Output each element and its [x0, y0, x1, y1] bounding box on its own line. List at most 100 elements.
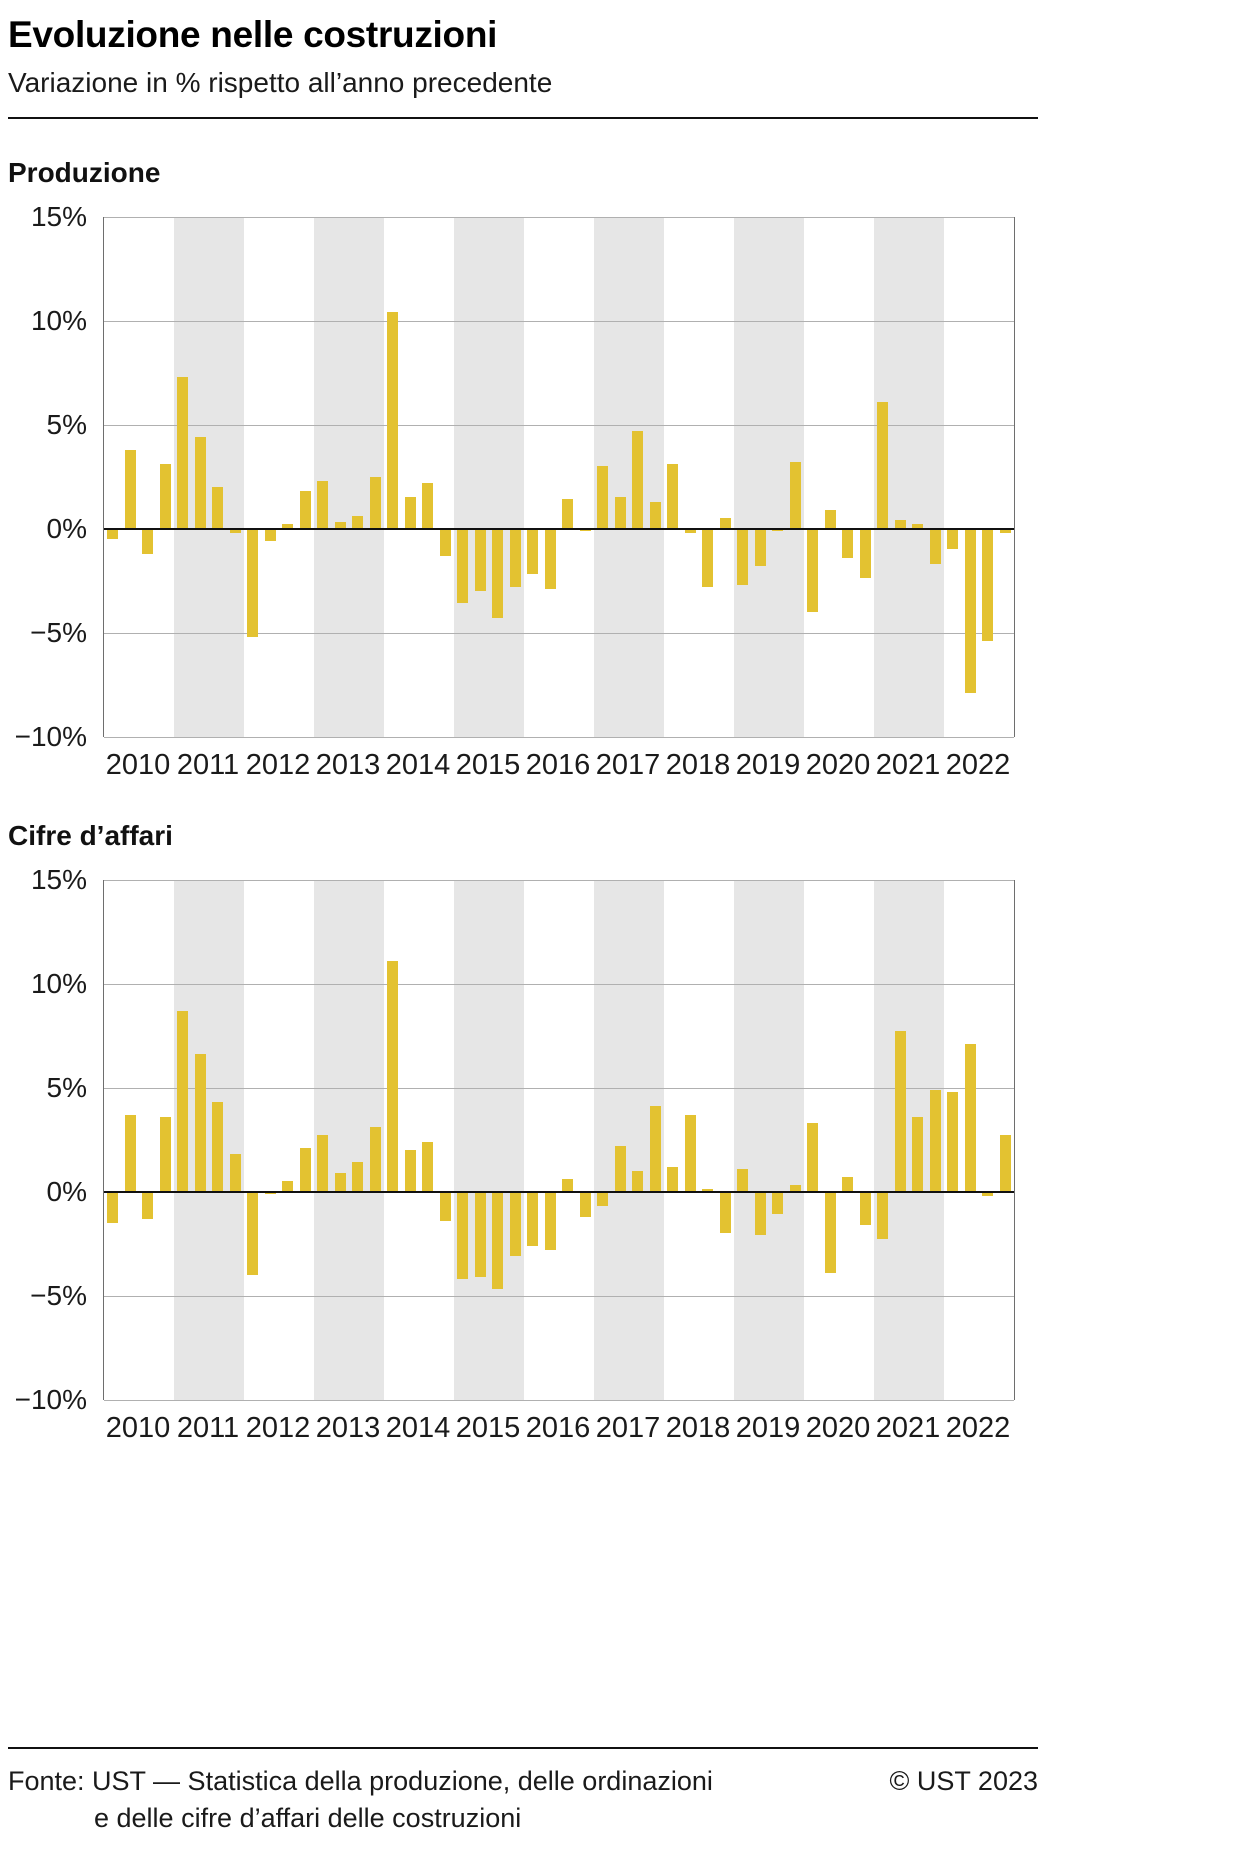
bar	[212, 486, 224, 529]
footer: Fonte: UST — Statistica della produzione…	[8, 1747, 1038, 1836]
bar	[842, 528, 854, 558]
bar	[457, 1191, 469, 1279]
bar	[352, 1162, 364, 1192]
plot-area: 15% 10% 5% 0% −5% −10%	[15, 201, 1015, 752]
bar	[404, 1149, 416, 1192]
bar	[597, 1191, 609, 1207]
source-text: Fonte: UST — Statistica della produzione…	[8, 1763, 713, 1836]
x-axis-label: 2021	[875, 748, 941, 781]
bar	[107, 528, 119, 539]
bar	[719, 1191, 731, 1234]
bar	[929, 528, 941, 564]
bar	[334, 522, 346, 529]
bar	[247, 528, 259, 637]
bar	[947, 528, 959, 550]
grid-line	[104, 736, 1014, 738]
zero-line	[104, 1190, 1014, 1193]
bar	[754, 528, 766, 566]
bar	[789, 461, 801, 529]
bar	[579, 1191, 591, 1217]
header-divider	[8, 116, 1038, 119]
y-axis-label: −10%	[14, 720, 87, 752]
bar	[737, 1168, 749, 1192]
x-axis-label: 2011	[176, 1411, 240, 1444]
chart-title-cifre-daffari: Cifre d’affari	[8, 819, 173, 851]
bar	[649, 501, 661, 529]
grid-line	[104, 632, 1014, 634]
year-band	[454, 879, 524, 1400]
bar	[754, 1191, 766, 1236]
bar	[772, 1191, 784, 1215]
bar	[194, 437, 206, 529]
y-axis-label: 0%	[46, 1175, 87, 1207]
grid-line	[104, 320, 1014, 322]
y-axis-label: −10%	[14, 1383, 87, 1415]
x-axis-label: 2020	[805, 748, 871, 781]
bar	[317, 480, 329, 529]
year-band	[734, 879, 804, 1400]
bar	[299, 1147, 311, 1192]
bar	[982, 1191, 994, 1196]
x-axis-label: 2016	[525, 748, 591, 781]
x-axis-label: 2015	[455, 748, 521, 781]
bar	[649, 1106, 661, 1192]
bar	[229, 528, 241, 533]
plot-wrap: 15% 10% 5% 0% −5% −10%	[15, 864, 1038, 1415]
bar	[387, 960, 399, 1192]
bar	[282, 1181, 294, 1192]
source-line-2: e delle cifre d’affari delle costruzioni	[94, 1802, 522, 1833]
plot-area: 15% 10% 5% 0% −5% −10%	[15, 864, 1015, 1415]
bar	[614, 497, 626, 529]
bar	[614, 1145, 626, 1192]
bar	[457, 528, 469, 604]
bar	[282, 524, 294, 529]
x-axis-labels: 2010 2011 2012 2013 2014 2015 2016 2017 2018 2019…	[103, 749, 1013, 782]
y-axis-label: 15%	[30, 200, 87, 232]
bar	[859, 1191, 871, 1225]
x-axis-label: 2018	[665, 748, 731, 781]
y-axis-label: 5%	[46, 1071, 87, 1103]
zero-line	[104, 527, 1014, 530]
bar	[509, 528, 521, 587]
chart-cifre-daffari: Cifre d’affari 15% 10% 5% 0% −5% −10% 2010 201…	[8, 820, 1038, 1445]
x-axis-label: 2019	[735, 1411, 801, 1444]
bar	[352, 516, 364, 529]
chart-produzione: Produzione 15% 10% 5% 0% −5% −10% 2010 2011 201…	[8, 157, 1038, 782]
bar	[527, 528, 539, 575]
bar	[387, 312, 399, 529]
bar	[912, 1116, 924, 1192]
page-title: Evoluzione nelle costruzioni	[8, 14, 498, 55]
year-band	[454, 216, 524, 737]
bar	[947, 1091, 959, 1192]
x-axis-label: 2022	[945, 748, 1011, 781]
bar	[142, 1191, 154, 1219]
bar	[159, 464, 171, 529]
bar	[474, 528, 486, 591]
bar	[439, 528, 451, 556]
bar	[422, 482, 434, 529]
page-content: Evoluzione nelle costruzioni Variazione …	[8, 14, 1038, 1445]
bar	[877, 1191, 889, 1240]
bar	[177, 1010, 189, 1192]
x-axis-label: 2012	[245, 748, 311, 781]
bar	[579, 528, 591, 531]
chart-title-produzione: Produzione	[8, 156, 161, 188]
bar	[929, 1089, 941, 1192]
bar	[404, 497, 416, 529]
x-axis-label: 2016	[525, 1411, 591, 1444]
bar	[229, 1154, 241, 1192]
x-axis-label: 2018	[665, 1411, 731, 1444]
bar	[684, 1114, 696, 1192]
x-axis-label: 2017	[595, 1411, 661, 1444]
grid-line	[104, 1087, 1014, 1089]
bar	[562, 1179, 574, 1192]
x-axis-label: 2013	[315, 748, 381, 781]
grid-line	[104, 983, 1014, 985]
bar	[684, 528, 696, 533]
bar	[264, 1191, 276, 1194]
grid-line	[104, 216, 1014, 218]
bar	[894, 520, 906, 529]
bar	[247, 1191, 259, 1275]
bar	[527, 1191, 539, 1246]
x-axis-label: 2014	[385, 748, 451, 781]
